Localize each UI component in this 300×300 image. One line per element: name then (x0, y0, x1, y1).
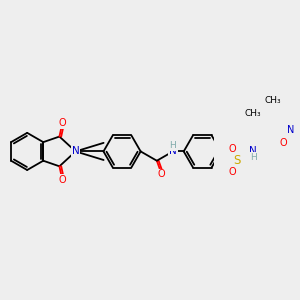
Text: N: N (287, 125, 295, 135)
Text: H: H (250, 153, 256, 162)
Text: N: N (169, 146, 177, 156)
Text: CH₃: CH₃ (244, 109, 261, 118)
Text: O: O (229, 167, 237, 177)
Text: S: S (233, 154, 241, 167)
Text: H: H (169, 141, 176, 150)
Text: O: O (58, 175, 66, 185)
Text: O: O (58, 118, 66, 128)
Text: O: O (229, 144, 237, 154)
Text: CH₃: CH₃ (265, 96, 282, 105)
Text: N: N (72, 146, 80, 156)
Text: O: O (280, 138, 287, 148)
Text: N: N (249, 146, 257, 156)
Text: O: O (157, 169, 165, 179)
